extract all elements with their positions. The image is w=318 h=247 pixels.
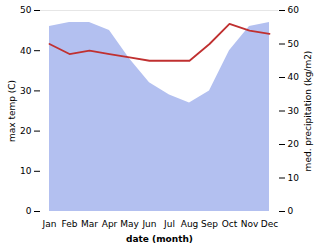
- svg-text:30: 30: [20, 86, 32, 96]
- svg-text:50: 50: [20, 5, 32, 15]
- svg-text:Jun: Jun: [141, 219, 156, 229]
- svg-text:60: 60: [288, 5, 300, 15]
- svg-text:med. precipitation (kg/m2): med. precipitation (kg/m2): [303, 51, 313, 172]
- svg-text:Dec: Dec: [261, 219, 278, 229]
- svg-text:40: 40: [20, 46, 32, 56]
- svg-text:May: May: [120, 219, 139, 229]
- svg-text:10: 10: [20, 166, 32, 176]
- svg-text:30: 30: [288, 106, 300, 116]
- svg-text:Jul: Jul: [163, 219, 175, 229]
- svg-text:10: 10: [288, 173, 300, 183]
- svg-text:Sep: Sep: [201, 219, 218, 229]
- svg-text:0: 0: [26, 206, 32, 216]
- svg-text:Mar: Mar: [81, 219, 98, 229]
- svg-text:max temp (C): max temp (C): [7, 80, 17, 142]
- svg-text:20: 20: [20, 126, 32, 136]
- svg-text:Apr: Apr: [102, 219, 118, 229]
- svg-text:50: 50: [288, 39, 300, 49]
- svg-text:Nov: Nov: [241, 219, 259, 229]
- svg-text:0: 0: [288, 206, 294, 216]
- svg-text:Aug: Aug: [181, 219, 199, 229]
- svg-text:40: 40: [288, 72, 300, 82]
- svg-text:20: 20: [288, 139, 300, 149]
- svg-text:Feb: Feb: [62, 219, 78, 229]
- svg-text:Oct: Oct: [222, 219, 238, 229]
- svg-text:Jan: Jan: [42, 219, 57, 229]
- svg-text:date (month): date (month): [126, 234, 193, 244]
